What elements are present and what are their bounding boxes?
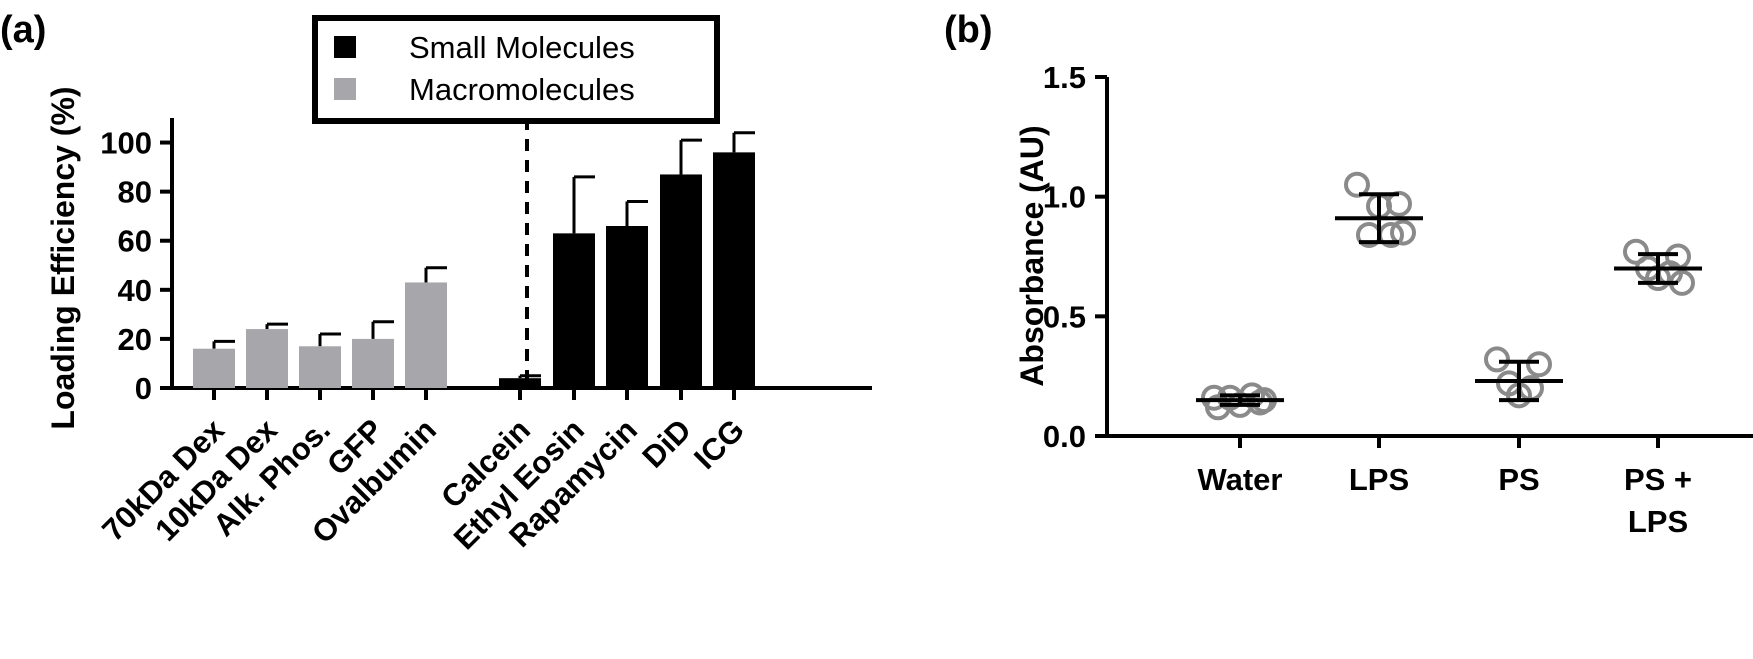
panel-a-label: (a) (0, 9, 46, 51)
data-point-PS + LPS-0 (1623, 238, 1649, 265)
data-point-Water-6 (1201, 384, 1227, 411)
legend-swatch-macromolecules (334, 78, 356, 100)
bar-Ovalbumin (405, 282, 447, 388)
panel-b-label: (b) (944, 9, 993, 51)
panel-b-y-tick-label-2: 1.0 (1043, 180, 1086, 215)
x-tick-label-PS + LPS-1: LPS (1628, 504, 1688, 539)
panel-a-chart: Loading Efficiency (%) 0 20 40 60 80 100 70kD… (45, 15, 872, 557)
legend-swatch-small-molecules (334, 36, 356, 58)
bar-DiD (660, 174, 702, 388)
legend-box (312, 15, 720, 124)
data-point-LPS-5 (1390, 219, 1416, 246)
panel-b-y-label: Absorbance (AU) (1014, 125, 1050, 386)
panel-a-y-ticks: 0 20 40 60 80 100 (100, 126, 172, 406)
legend-label-small-molecules: Small Molecules (409, 30, 635, 65)
panel-a-y-tick-label-4: 80 (118, 175, 152, 210)
x-tick-label-ICG: ICG (687, 412, 751, 476)
panel-a-y-tick-label-1: 20 (118, 322, 152, 357)
panel-a-y-tick-label-5: 100 (100, 126, 152, 161)
bar-10kDa Dex (246, 329, 288, 388)
data-point-PS-1 (1526, 351, 1552, 378)
bar-Alk. Phos. (299, 346, 341, 388)
panel-a-bars (193, 131, 755, 400)
bar-70kDa Dex (193, 348, 235, 388)
bar-ICG (713, 152, 755, 388)
data-point-LPS-0 (1344, 171, 1370, 198)
panel-b-y-tick-label-0: 0.0 (1043, 419, 1086, 454)
panel-a-legend: Small Molecules Macromolecules (312, 15, 720, 124)
panel-a-y-label: Loading Efficiency (%) (45, 86, 81, 429)
bar-Calcein (499, 378, 541, 388)
panel-a-y-tick-label-2: 40 (118, 273, 152, 308)
x-tick-label-Water-0: Water (1198, 462, 1283, 497)
panel-b-y-ticks: 0.0 0.5 1.0 1.5 (1043, 60, 1107, 454)
data-point-PS-0 (1484, 346, 1510, 373)
bar-GFP (352, 338, 394, 388)
panel-b-x-tick-labels: Water LPS PS PS + LPS (1198, 436, 1692, 539)
x-tick-label-PS-0: PS (1498, 462, 1539, 497)
x-tick-label-PS + LPS-0: PS + (1624, 462, 1692, 497)
x-tick-label-DiD: DiD (635, 412, 698, 475)
panel-a-y-tick-label-0: 0 (135, 371, 152, 406)
panel-b-points (1196, 171, 1702, 421)
panel-a-y-tick-label-3: 60 (118, 224, 152, 259)
bar-Ethyl Eosin (553, 233, 595, 388)
panel-b-y-tick-label-1: 0.5 (1043, 299, 1086, 334)
bar-Rapamycin (606, 226, 648, 388)
legend-label-macromolecules: Macromolecules (409, 72, 635, 107)
panel-b-y-tick-label-3: 1.5 (1043, 60, 1086, 95)
panel-b-chart: Absorbance (AU) 0.0 0.5 1.0 1.5 Water LPS PS P… (1014, 60, 1753, 539)
x-tick-label-LPS-0: LPS (1349, 462, 1409, 497)
